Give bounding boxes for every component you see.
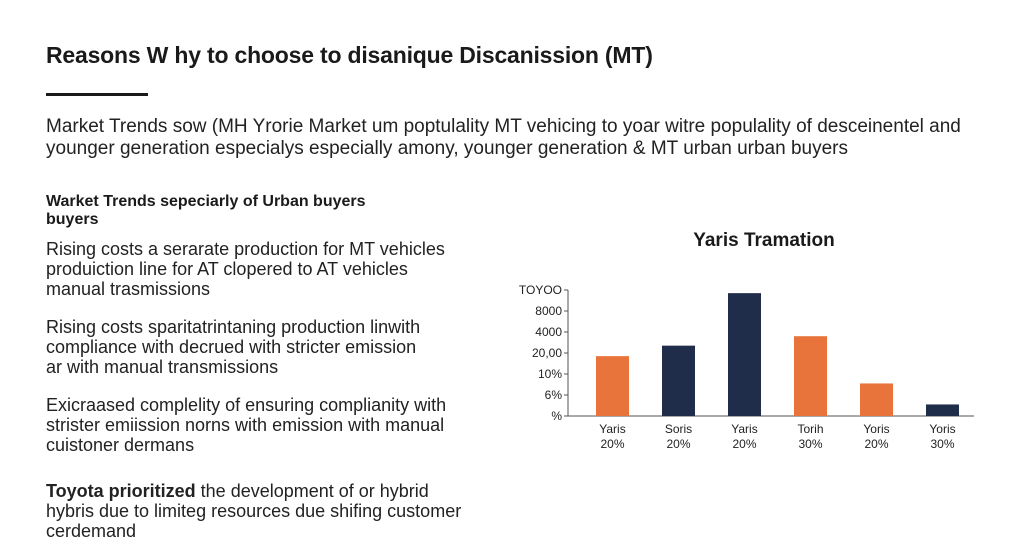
bars-group [596, 293, 959, 416]
bar [794, 336, 827, 416]
bar [860, 383, 893, 416]
bar [728, 293, 761, 416]
reason-2-line-2: compliance with decrued with stricter em… [46, 337, 417, 357]
y-tick-label: 4000 [535, 325, 562, 339]
bar [596, 356, 629, 416]
y-axis: TOYOO 8000 4000 20,00 10% 6%% [519, 283, 974, 423]
category-percent-label: 20% [600, 437, 624, 451]
y-tick-label: 8000 [535, 304, 562, 318]
category-percent-label: 30% [798, 437, 822, 451]
reason-paragraph-1: Rising costs a serarate production for M… [46, 239, 506, 299]
category-label: Torih [797, 422, 823, 436]
reason-3-line-2: strister emiission norns with emission w… [46, 415, 445, 435]
reason-4-line-1: Toyota prioritized the development of or… [46, 481, 506, 501]
intro-line-2: younger generation especialys especially… [46, 138, 848, 159]
reason-paragraph-4: Toyota prioritized the development of or… [46, 481, 506, 541]
reason-3-line-3: cuistoner dermans [46, 435, 195, 455]
category-label: Yoris [929, 422, 955, 436]
reason-1-line-1: Rising costs a serarate production for M… [46, 239, 445, 259]
y-tick-label: 20,00 [532, 346, 562, 360]
section-heading-line-2: buyers [46, 211, 99, 228]
reasons-column: Warket Trends sepeciarly of Urban buyers… [46, 193, 506, 559]
chart-title: Yaris Tramation [693, 230, 835, 251]
title-underline [46, 93, 148, 96]
y-tick-label: TOYOO [519, 283, 562, 297]
intro-line-1: Market Trends sow (MH Yrorie Market um p… [46, 116, 961, 137]
reason-4-bold: Toyota prioritized [46, 481, 196, 501]
bar [926, 404, 959, 416]
section-heading-line-1: Warket Trends sepeciarly of Urban buyers [46, 193, 366, 210]
reason-2-line-3: ar with manual transmissions [46, 357, 279, 377]
category-label: Yaris [599, 422, 625, 436]
y-tick-label: % [551, 409, 562, 423]
category-percent-label: 30% [930, 437, 954, 451]
category-label: Yaris [731, 422, 757, 436]
category-percent-label: 20% [732, 437, 756, 451]
reason-1-line-3: manual trasmissions [46, 279, 211, 299]
y-tick-label: 10% [538, 367, 562, 381]
reason-3-line-1: Exicraased complelity of ensuring compli… [46, 395, 447, 415]
category-percent-label: 20% [864, 437, 888, 451]
bar [662, 345, 695, 416]
page-title: Reasons W hy to choose to disanique Disc… [46, 42, 653, 68]
reason-4-rest: the development of or hybrid [195, 481, 429, 501]
category-label: Soris [665, 422, 692, 436]
section-heading: Warket Trends sepeciarly of Urban buyers… [46, 193, 506, 229]
x-axis-labels: Yaris20%Soris20%Yaris20%Torih30%Yoris20%… [599, 422, 955, 451]
reason-4-line-3: cerdemand [46, 521, 137, 541]
intro-text: Market Trends sow (MH Yrorie Market um p… [46, 116, 1006, 160]
reason-2-line-1: Rising costs sparitatrintaning productio… [46, 317, 421, 337]
category-label: Yoris [863, 422, 889, 436]
reason-4-line-2: hybris due to limiteg resources due shif… [46, 501, 462, 521]
y-tick-label: 6% [545, 388, 563, 402]
reason-paragraph-3: Exicraased complelity of ensuring compli… [46, 395, 506, 455]
category-percent-label: 20% [666, 437, 690, 451]
reason-1-line-2: produiction line for AT clopered to AT v… [46, 259, 408, 279]
reason-paragraph-2: Rising costs sparitatrintaning productio… [46, 317, 506, 377]
